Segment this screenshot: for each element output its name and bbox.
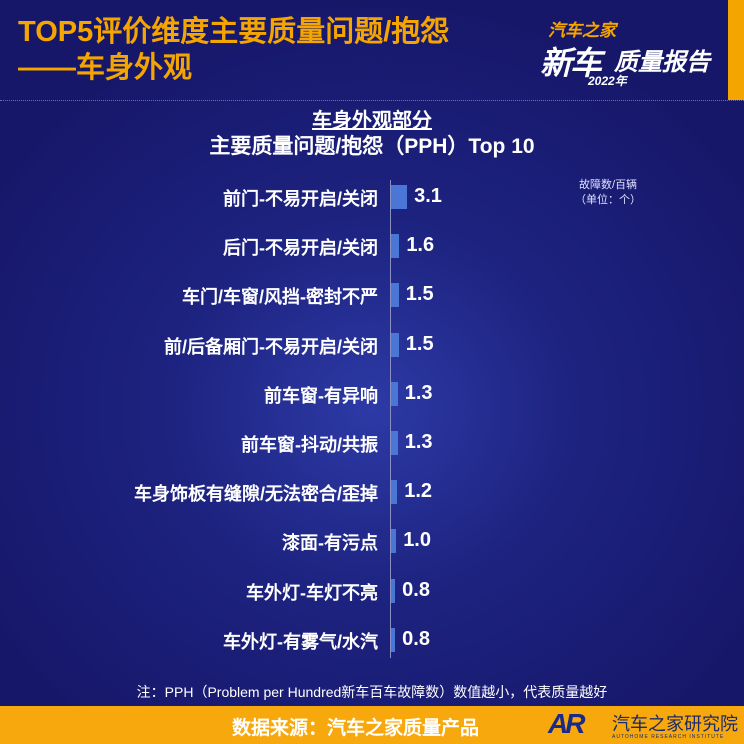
category-label: 漆面-有污点 xyxy=(282,533,378,554)
bar xyxy=(391,381,398,406)
bar-row: 车门/车窗/风挡-密封不严 1.5 xyxy=(0,280,744,310)
title-line-2: ——车身外观 xyxy=(18,52,193,84)
y-axis xyxy=(390,180,391,658)
bar xyxy=(391,529,397,554)
value-label: 1.6 xyxy=(406,234,435,257)
unit-line: （单位：个） xyxy=(575,194,641,206)
chart-title: 车身外观部分 xyxy=(0,104,744,133)
report-logo: 汽车之家 新车 质量报告 2022年 xyxy=(540,14,720,88)
value-label: 1.5 xyxy=(405,283,434,306)
chart-subtitle: 主要质量问题/抱怨（PPH）Top 10 xyxy=(209,135,535,158)
bar-row: 后门-不易开启/关闭 1.6 xyxy=(0,231,744,261)
value-label: 1.5 xyxy=(405,332,434,355)
logo-line: 汽车之家 xyxy=(548,21,616,40)
bar xyxy=(391,234,400,259)
unit-line: 故障数/百辆 xyxy=(578,179,638,191)
value-label: 1.3 xyxy=(404,381,433,404)
category-label: 后门-不易开启/关闭 xyxy=(223,238,378,259)
category-label: 车外灯-车灯不亮 xyxy=(246,582,378,603)
ar-logo: AR xyxy=(548,708,585,739)
bar xyxy=(391,627,396,652)
value-label: 1.0 xyxy=(403,529,431,552)
value-label: 1.2 xyxy=(404,480,433,503)
institute-name: 汽车之家研究院 xyxy=(612,714,738,734)
institute-name-en: AUTOHOME RESEARCH INSTITUTE xyxy=(612,734,725,740)
logo-line: 2022年 xyxy=(588,74,627,88)
unit-label: 故障数/百辆 （单位：个） xyxy=(575,178,641,208)
accent-strip xyxy=(728,0,744,100)
bar xyxy=(391,185,408,209)
value-label: 0.8 xyxy=(402,578,430,601)
data-source: 数据来源：汽车之家质量产品 xyxy=(232,718,480,739)
category-label: 车外灯-有雾气/水汽 xyxy=(223,631,378,652)
page-title: TOP5评价维度主要质量问题/抱怨 ——车身外观 xyxy=(18,14,449,86)
bar xyxy=(391,332,399,357)
bar xyxy=(391,578,396,603)
title-line-1: TOP5评价维度主要质量问题/抱怨 xyxy=(18,16,450,48)
category-label: 前门-不易开启/关闭 xyxy=(223,189,378,209)
category-label: 前/后备厢门-不易开启/关闭 xyxy=(164,336,378,357)
logo-line: 质量报告 xyxy=(614,49,710,76)
bar-row: 车身饰板有缝隙/无法密合/歪掉 1.2 xyxy=(0,477,744,507)
value-label: 0.8 xyxy=(402,627,430,650)
bar xyxy=(391,431,398,455)
footer: 数据来源：汽车之家质量产品 AR 汽车之家研究院 AUTOHOME RESEAR… xyxy=(0,706,744,744)
category-label: 车门/车窗/风挡-密封不严 xyxy=(182,287,378,308)
bar-row: 前车窗-有异响 1.3 xyxy=(0,379,744,409)
bar xyxy=(391,283,399,308)
category-label: 车身饰板有缝隙/无法密合/歪掉 xyxy=(133,484,378,505)
bar-row: 前/后备厢门-不易开启/关闭 1.5 xyxy=(0,330,744,360)
divider xyxy=(0,100,744,101)
bar-row: 前车窗-抖动/共振 1.3 xyxy=(0,428,744,458)
bar-row: 车外灯-车灯不亮 0.8 xyxy=(0,576,744,606)
category-label: 前车窗-有异响 xyxy=(264,385,378,406)
chart-title-text: 车身外观部分 xyxy=(312,110,432,132)
category-label: 前车窗-抖动/共振 xyxy=(241,435,378,455)
bar xyxy=(391,480,398,505)
bar-row: 前门-不易开启/关闭 3.1 xyxy=(0,182,744,212)
logo-line: 新车 xyxy=(540,45,602,81)
value-label: 3.1 xyxy=(414,185,442,207)
footnote: 注：PPH（Problem per Hundred新车百车故障数）数值越小，代表… xyxy=(136,684,608,700)
bar-row: 车外灯-有雾气/水汽 0.8 xyxy=(0,625,744,655)
value-label: 1.3 xyxy=(404,431,433,453)
bar-row: 漆面-有污点 1.0 xyxy=(0,526,744,556)
